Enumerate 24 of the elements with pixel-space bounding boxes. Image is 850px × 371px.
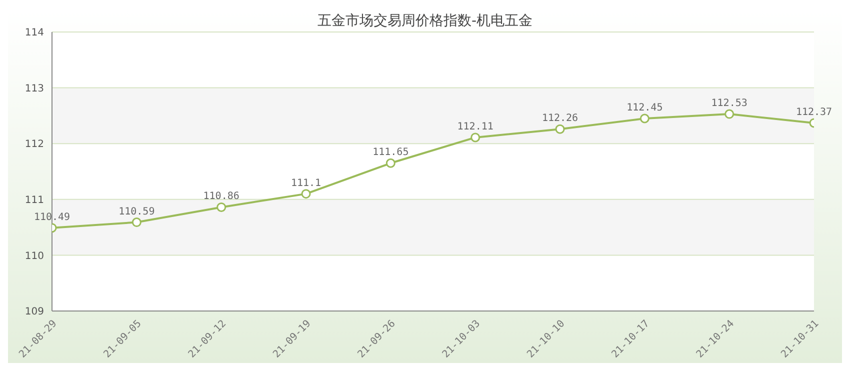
- y-tick-label: 113: [24, 83, 44, 94]
- point: [132, 218, 142, 228]
- point: [470, 132, 480, 142]
- y-tick-label: 109: [24, 306, 44, 318]
- y-tick-label: 112: [24, 139, 44, 150]
- data-label: 110.59: [118, 206, 155, 218]
- data-label: 112.45: [626, 102, 663, 114]
- point: [555, 124, 565, 134]
- data-label: 111.65: [372, 147, 409, 158]
- point: [216, 202, 226, 212]
- point: [386, 158, 396, 168]
- y-tick-label: 114: [24, 28, 44, 39]
- point: [640, 114, 650, 124]
- data-label: 112.53: [711, 98, 748, 110]
- point: [724, 109, 734, 119]
- y-tick-label: 110: [24, 250, 44, 262]
- data-label: 112.11: [457, 121, 494, 132]
- data-label: 111.1: [290, 178, 322, 189]
- data-label: 112.26: [542, 113, 578, 124]
- chart-title: 五金市场交易周价格指数-机电五金: [317, 13, 533, 29]
- y-tick-label: 111: [24, 194, 44, 206]
- point: [301, 189, 311, 199]
- data-label: 112.37: [796, 106, 832, 118]
- data-label: 110.86: [203, 191, 240, 202]
